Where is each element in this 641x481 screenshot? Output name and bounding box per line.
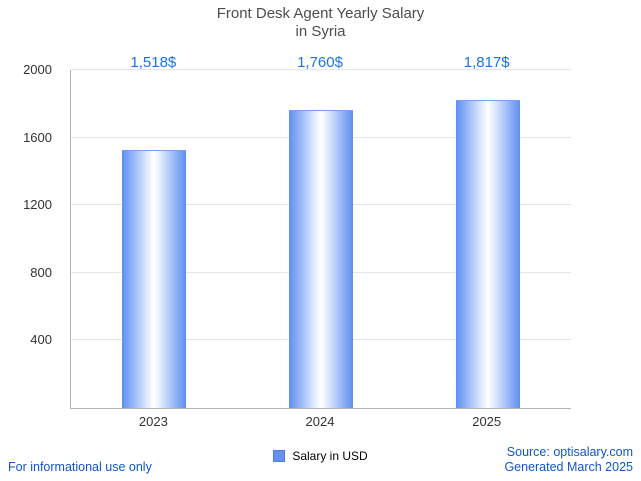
bars-group <box>71 70 571 408</box>
y-tick-label: 400 <box>30 332 52 348</box>
value-label-2023: 1,518$ <box>130 54 177 71</box>
y-tick-label: 1200 <box>23 197 52 213</box>
value-labels-row: 1,518$ 1,760$ 1,817$ <box>70 54 570 74</box>
chart-title-line1: Front Desk Agent Yearly Salary <box>216 5 425 22</box>
gridline <box>71 69 571 70</box>
bar-2023[interactable] <box>122 150 187 408</box>
y-tick-label: 2000 <box>23 62 52 77</box>
bar-2025[interactable] <box>455 99 520 408</box>
x-tick-label-2023: 2023 <box>138 414 168 429</box>
chart-title-line2: in Syria <box>295 23 346 40</box>
y-tick-label: 800 <box>30 264 52 280</box>
disclaimer-text: For informational use only <box>8 460 152 474</box>
plot-area <box>70 69 571 409</box>
x-axis-labels: 2023 2024 2025 <box>70 414 570 429</box>
x-tick-label-2024: 2024 <box>305 414 335 429</box>
legend-label: Salary in USD <box>292 449 368 463</box>
y-axis-labels: 400 800 1200 1600 2000 <box>0 62 62 408</box>
x-tick-label-2025: 2025 <box>472 414 502 429</box>
source-link[interactable]: Source: optisalary.com <box>506 444 633 459</box>
bar-column <box>404 70 571 408</box>
bar-column <box>71 70 238 408</box>
value-label-2024: 1,760$ <box>297 54 343 71</box>
bar-2024[interactable] <box>289 109 353 408</box>
generated-date: Generated March 2025 <box>504 460 633 475</box>
legend: Salary in USD <box>0 449 641 463</box>
chart-title: Front Desk Agent Yearly Salary in Syria <box>0 5 641 41</box>
footer-source-block: Source: optisalary.com Generated March 2… <box>504 445 633 476</box>
y-tick-label: 1600 <box>23 129 52 145</box>
bar-column <box>238 70 405 408</box>
legend-swatch-icon <box>273 450 286 462</box>
value-label-2025: 1,817$ <box>463 54 510 71</box>
